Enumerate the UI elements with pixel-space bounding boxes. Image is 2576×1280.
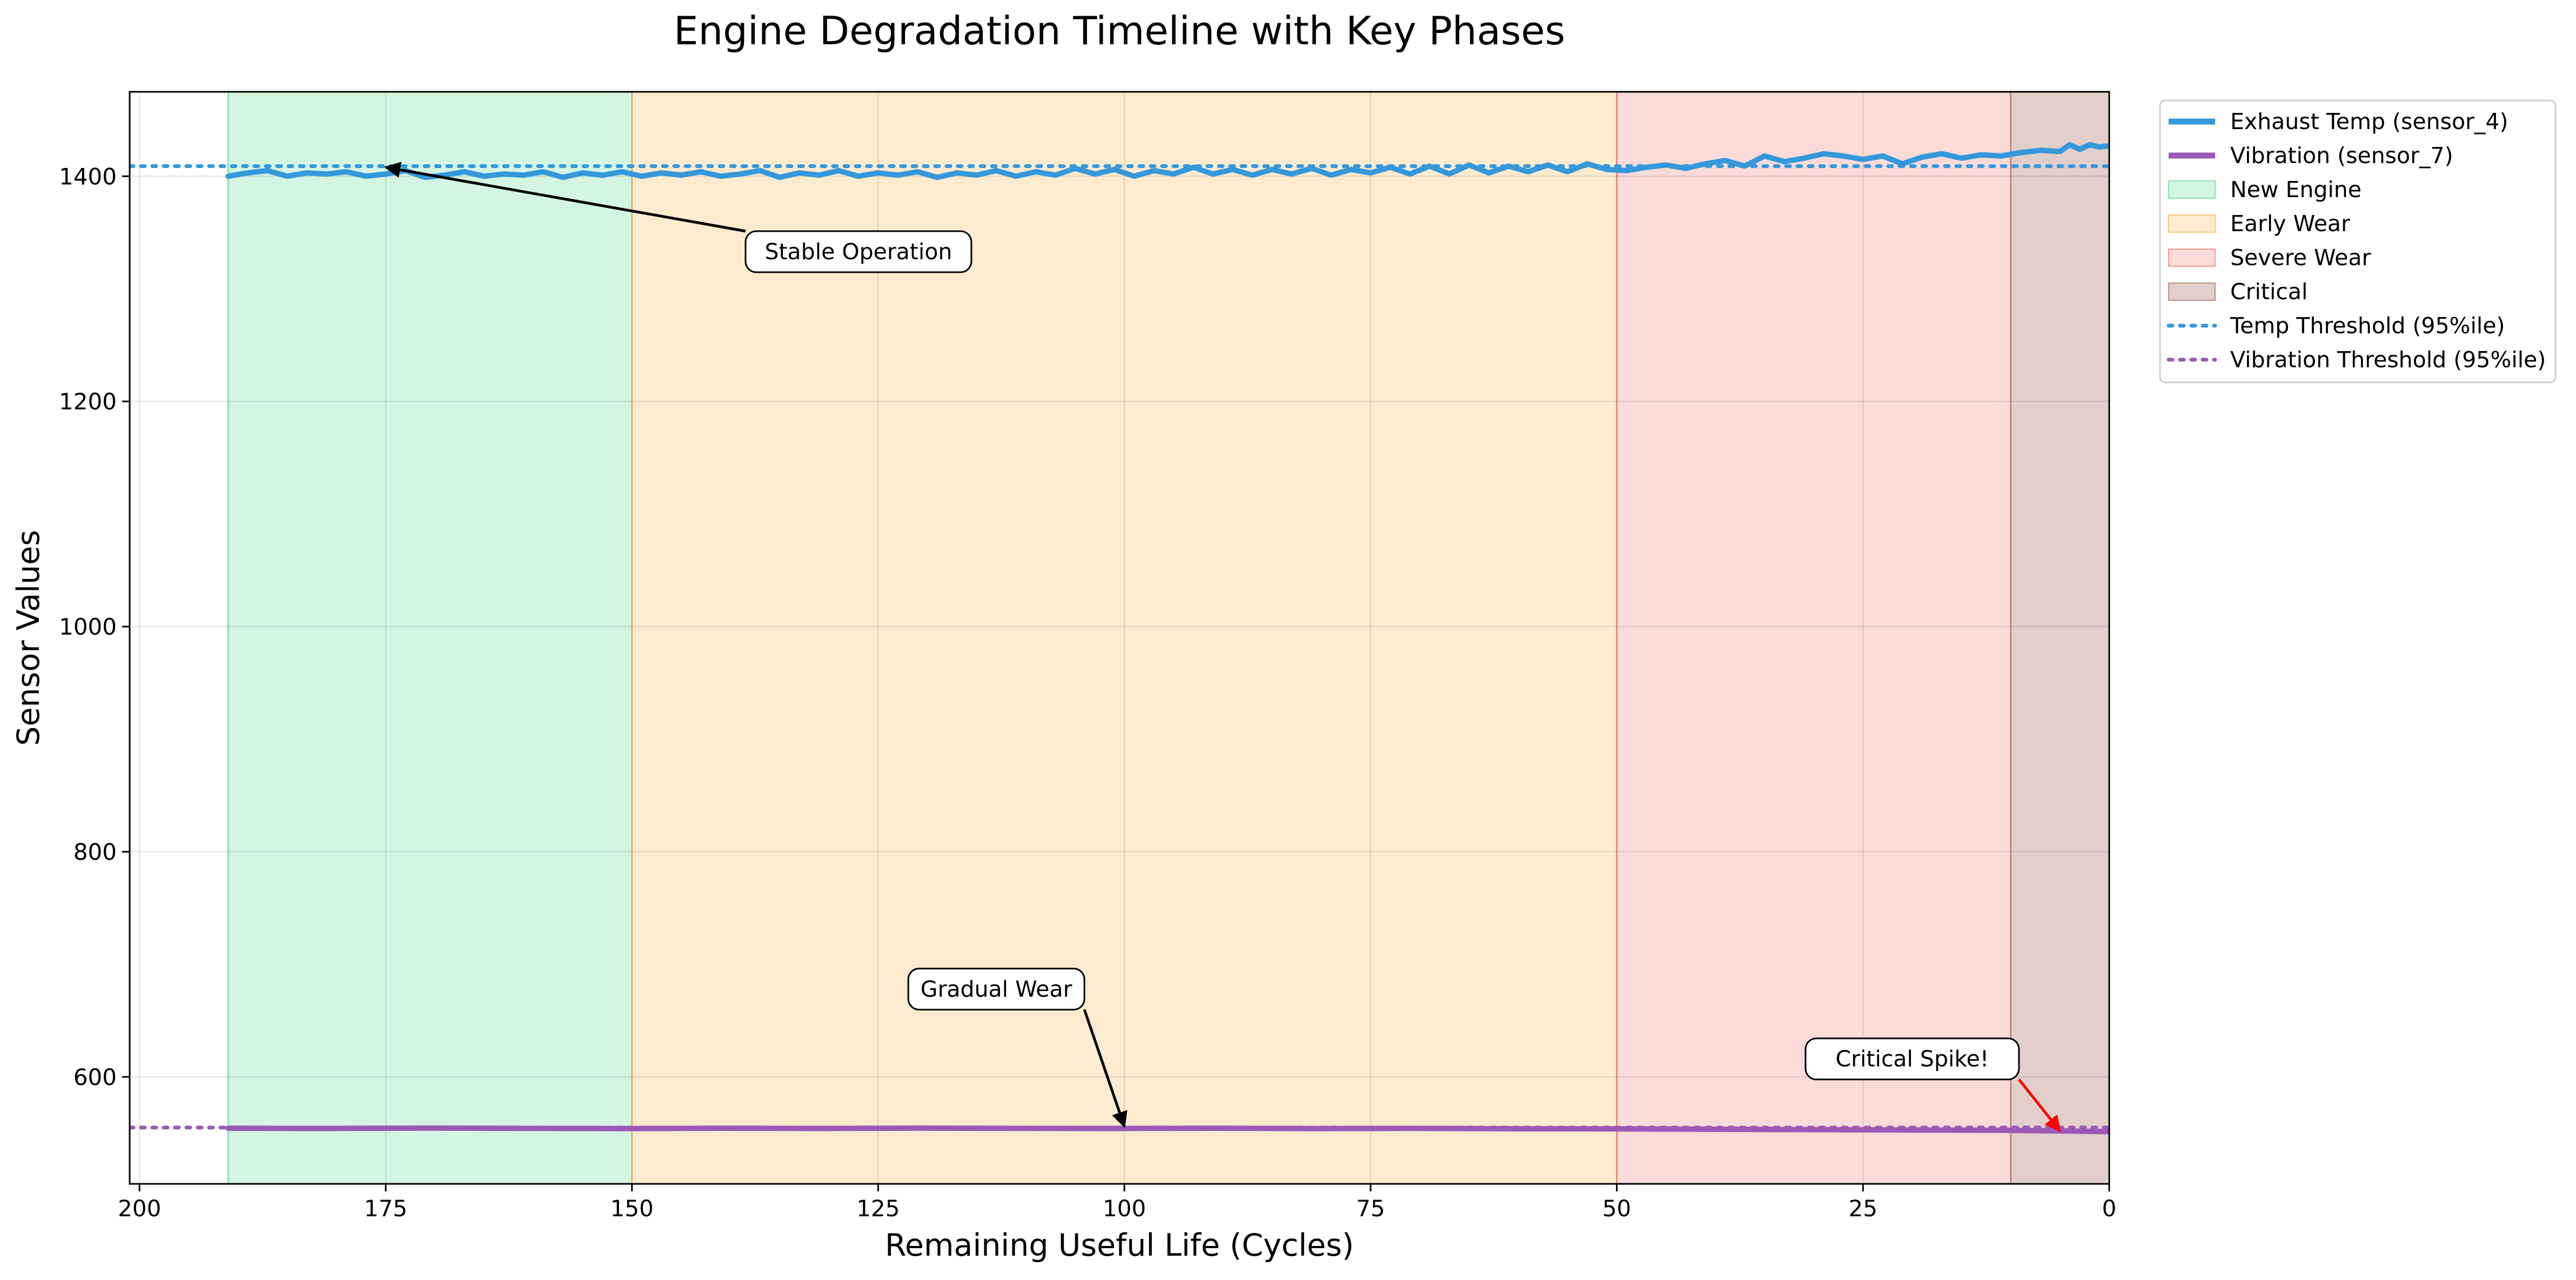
- series-lines: [225, 142, 2109, 1135]
- x-axis-ticks: 200 175 150 125 100 75 50 25 0: [118, 1184, 2116, 1222]
- legend-label-3: Early Wear: [2230, 211, 2350, 237]
- gridlines: [130, 92, 2110, 1184]
- x-tick-label-0: 200: [118, 1195, 161, 1222]
- legend-label-6: Temp Threshold (95%ile): [2230, 313, 2505, 339]
- annotation-arrow-2: [2017, 1079, 2061, 1133]
- legend-label-7: Vibration Threshold (95%ile): [2230, 347, 2546, 373]
- x-tick-label-3: 125: [856, 1195, 900, 1222]
- series-line-1: [225, 1125, 2109, 1135]
- y-tick-label-3: 1200: [59, 388, 117, 415]
- y-tick-label-0: 600: [73, 1064, 117, 1090]
- plot-frame: [129, 91, 2110, 1185]
- phase-band-2: [1616, 92, 2011, 1184]
- series-line-0: [225, 142, 2109, 180]
- legend-swatch-2: [2168, 180, 2216, 199]
- y-tick-label-2: 1000: [59, 614, 117, 640]
- y-axis-ticks: 600 800 1000 1200 1400: [59, 163, 130, 1090]
- annotation-box-0: [744, 230, 972, 273]
- x-tick-label-6: 50: [1602, 1195, 1631, 1222]
- legend-label-2: New Engine: [2230, 177, 2362, 203]
- legend-swatch-4: [2168, 248, 2216, 267]
- annotation-arrow-1: [1083, 1009, 1128, 1128]
- phase-band-1: [632, 92, 1617, 1184]
- legend-label-5: Critical: [2230, 279, 2307, 305]
- legend-swatch-5: [2168, 282, 2216, 301]
- annotation-box-1: [907, 967, 1085, 1010]
- legend-label-0: Exhaust Temp (sensor_4): [2230, 109, 2508, 134]
- annotation-text-1: Gradual Wear: [921, 976, 1072, 1002]
- phase-bands: [227, 92, 2109, 1184]
- legend: Exhaust Temp (sensor_4) Vibration (sensor…: [2159, 99, 2557, 383]
- annotations: Stable Operation Gradual Wear Critical Spi…: [384, 161, 2061, 1133]
- y-tick-label-1: 800: [73, 839, 117, 865]
- x-axis-label: Remaining Useful Life (Cycles): [885, 1228, 1354, 1263]
- phase-band-3: [2010, 92, 2109, 1184]
- y-tick-label-4: 1400: [59, 163, 117, 190]
- annotation-text-0: Stable Operation: [764, 239, 952, 265]
- legend-swatch-3: [2168, 214, 2216, 233]
- y-axis-label: Sensor Values: [11, 530, 46, 746]
- chart-title: Engine Degradation Timeline with Key Pha…: [674, 8, 1565, 53]
- x-tick-label-8: 0: [2102, 1195, 2117, 1222]
- x-tick-label-2: 150: [611, 1195, 654, 1222]
- legend-label-1: Vibration (sensor_7): [2230, 143, 2453, 169]
- annotation-text-2: Critical Spike!: [1836, 1046, 1989, 1072]
- annotation-arrow-0: [384, 161, 746, 233]
- annotation-box-2: [1804, 1038, 2020, 1081]
- legend-label-4: Severe Wear: [2230, 245, 2371, 271]
- x-tick-label-1: 175: [364, 1195, 407, 1222]
- x-tick-label-5: 75: [1356, 1195, 1385, 1222]
- legend-box: [2159, 99, 2557, 383]
- x-tick-label-4: 100: [1103, 1195, 1146, 1222]
- phase-band-0: [228, 92, 632, 1184]
- x-tick-label-7: 25: [1849, 1195, 1877, 1222]
